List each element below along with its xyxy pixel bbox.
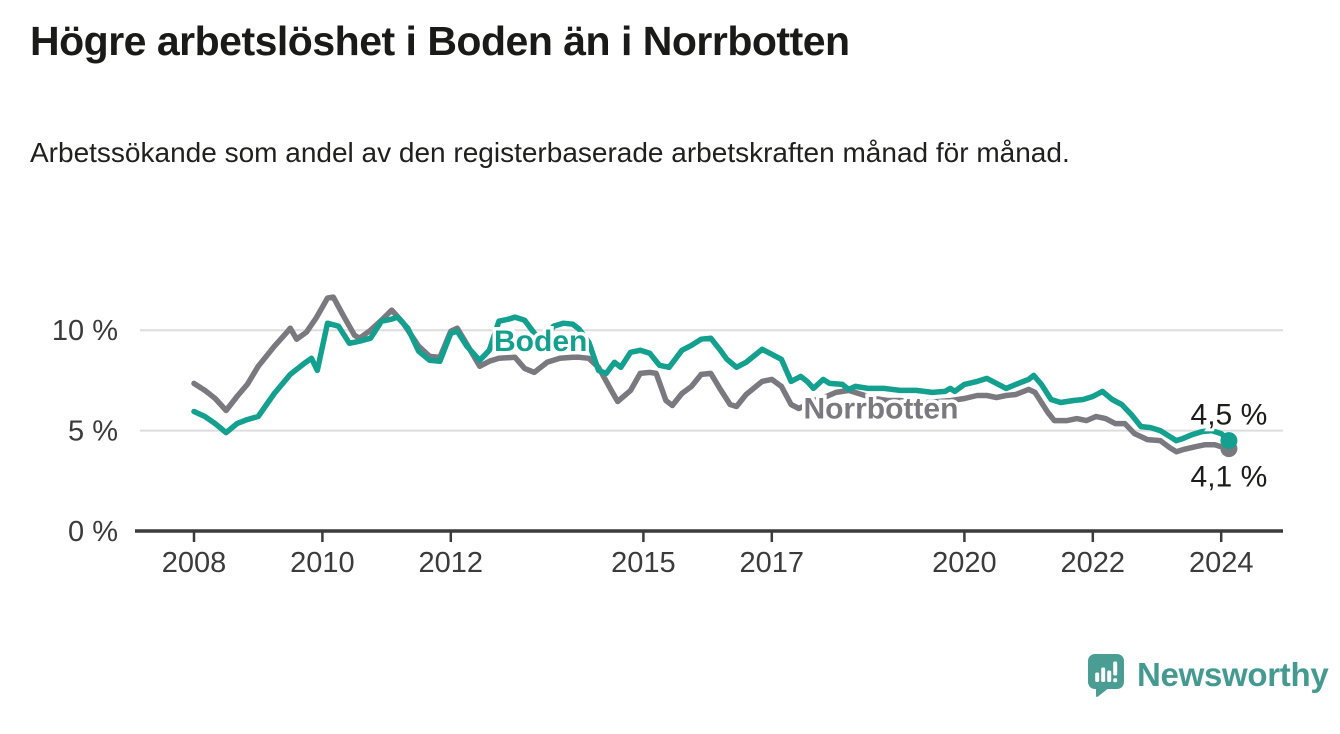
newsworthy-logo: Newsworthy	[1088, 654, 1329, 697]
x-tick-label: 2015	[611, 547, 676, 579]
y-tick-label: 10 %	[52, 315, 118, 347]
logo-text: Newsworthy	[1137, 656, 1329, 693]
y-tick-label: 0 %	[68, 516, 118, 548]
x-tick-label: 2017	[740, 547, 805, 579]
page-title: Högre arbetslöshet i Boden än i Norrbott…	[30, 18, 850, 64]
x-tick-label: 2022	[1061, 547, 1126, 579]
end-dot-boden	[1220, 432, 1238, 450]
x-tick-label: 2012	[419, 547, 484, 579]
chart-subtitle: Arbetssökande som andel av den registerb…	[30, 137, 1070, 168]
x-tick-label: 2008	[162, 547, 227, 579]
bar-chart-speech-bubble-icon	[1088, 654, 1124, 697]
y-tick-label: 5 %	[68, 416, 118, 448]
series-line-norrbotten	[191, 294, 1232, 455]
x-tick-label: 2024	[1189, 547, 1254, 579]
x-tick-label: 2010	[290, 547, 355, 579]
series-label-boden: Boden	[494, 325, 587, 358]
end-value-label-boden: 4,5 %	[1191, 399, 1268, 432]
x-tick-label: 2020	[932, 547, 997, 579]
series-label-norrbotten: Norrbotten	[803, 393, 958, 426]
end-value-label-norrbotten: 4,1 %	[1191, 461, 1268, 494]
series-line-boden	[191, 314, 1232, 444]
